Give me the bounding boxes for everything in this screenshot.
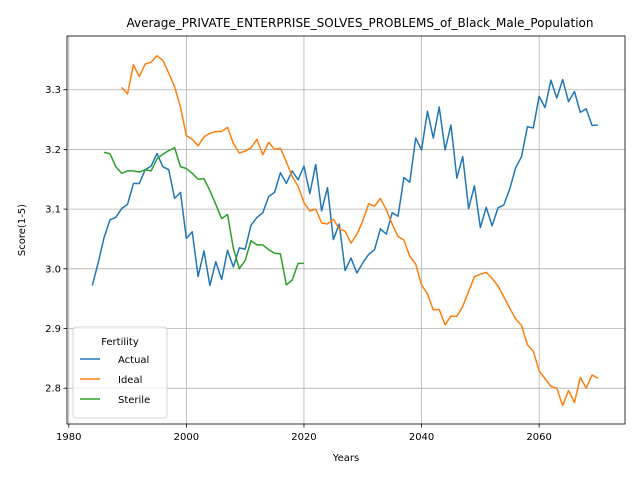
x-tick-label: 1980: [56, 432, 81, 443]
chart-title: Average_PRIVATE_ENTERPRISE_SOLVES_PROBLE…: [127, 16, 594, 30]
y-tick-label: 2.9: [45, 324, 61, 335]
series-group: [91, 54, 599, 407]
x-tick-label: 2020: [291, 432, 316, 443]
legend-label-ideal: Ideal: [118, 375, 142, 386]
series-line-sterile: [103, 146, 304, 286]
x-axis: 1980 2000 2020 2040 2060: [56, 424, 552, 443]
y-tick-label: 3.1: [45, 205, 61, 216]
y-tick-label: 3.3: [45, 85, 61, 96]
y-tick-label: 3.2: [45, 145, 61, 156]
plot-frame: [66, 35, 626, 425]
x-tick-label: 2060: [526, 432, 551, 443]
x-tick-label: 2040: [409, 432, 434, 443]
legend-label-actual: Actual: [118, 355, 149, 366]
series-line-actual: [91, 78, 599, 287]
legend-title: Fertility: [101, 337, 139, 348]
legend-box: [72, 326, 168, 419]
series-line-ideal: [121, 54, 599, 407]
legend: Fertility Actual Ideal Sterile: [72, 326, 168, 419]
y-tick-label: 2.8: [45, 384, 61, 395]
x-axis-label: Years: [332, 453, 359, 464]
legend-label-sterile: Sterile: [118, 395, 150, 406]
y-axis-label: Score(1-5): [17, 204, 28, 256]
y-tick-label: 3.0: [45, 264, 61, 275]
x-tick-label: 2000: [174, 432, 199, 443]
y-axis: 2.8 2.9 3.0 3.1 3.2 3.3: [45, 85, 67, 395]
